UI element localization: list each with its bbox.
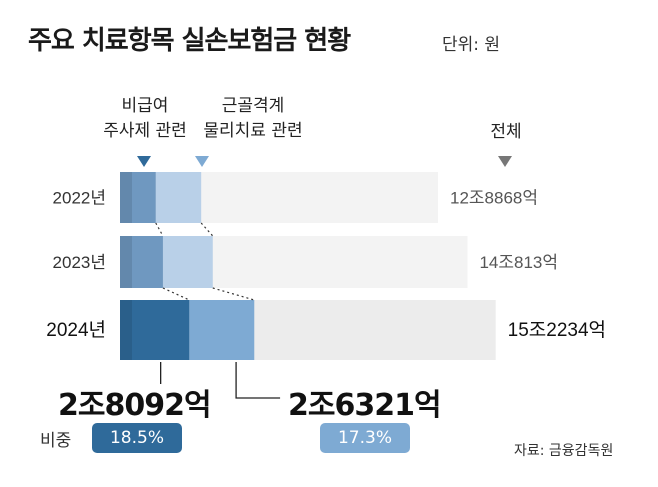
bar-injection xyxy=(120,236,163,288)
year-label: 2024년 xyxy=(46,319,106,341)
header-physio-line1: 근골격계 xyxy=(221,96,285,116)
header-injection-line1: 비급여 xyxy=(121,96,169,116)
bar-injection xyxy=(120,172,156,223)
year-label: 2023년 xyxy=(53,253,106,272)
physio-share-badge: 17.3% xyxy=(320,423,410,453)
bar-injection xyxy=(120,300,190,360)
header-injection-line2: 주사제 관련 xyxy=(103,121,187,141)
year-label: 2022년 xyxy=(53,189,106,208)
injection-share-badge: 18.5% xyxy=(92,423,182,453)
bar-injection-shade xyxy=(120,300,132,360)
header-injection: 비급여 주사제 관련 xyxy=(46,94,244,144)
triangle-marker-injection xyxy=(137,156,151,167)
bar-injection-shade xyxy=(120,172,132,223)
header-physio-line2: 물리치료 관련 xyxy=(203,121,303,141)
physio-2024-value: 2조6321억 xyxy=(288,388,442,423)
triangle-marker-physio xyxy=(195,156,209,167)
total-value-label: 15조2234억 xyxy=(508,319,606,341)
connector-physio xyxy=(212,287,255,301)
share-label: 비중 xyxy=(40,431,72,451)
bar-physio xyxy=(189,300,255,360)
connector-injection xyxy=(155,222,164,237)
injection-2024-value: 2조8092억 xyxy=(58,388,212,423)
header-total: 전체 xyxy=(490,122,522,142)
header-physio: 근골격계 물리치료 관련 xyxy=(160,94,346,144)
chart-title: 주요 치료항목 실손보험금 현황 xyxy=(28,26,351,56)
connector-physio xyxy=(200,222,214,237)
bar-physio xyxy=(155,172,202,223)
triangle-marker-total xyxy=(498,156,512,167)
source-note: 자료: 금융감독원 xyxy=(514,443,614,459)
unit-label: 단위: 원 xyxy=(442,35,501,55)
bar-injection-shade xyxy=(120,236,132,288)
bar-physio xyxy=(162,236,213,288)
connector-injection xyxy=(162,287,190,301)
callout-line-physio xyxy=(235,362,281,399)
total-value-label: 14조813억 xyxy=(479,253,558,272)
total-value-label: 12조8868억 xyxy=(450,189,538,208)
